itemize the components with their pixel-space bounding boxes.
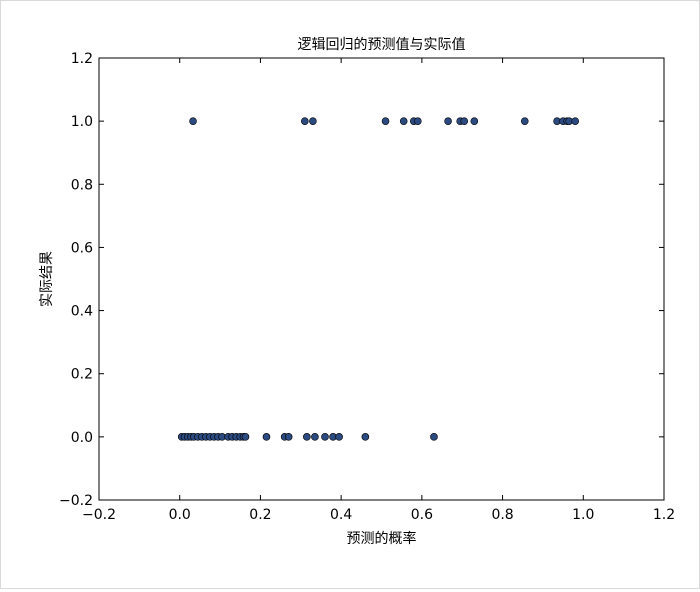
y-tick-label: 0.8 bbox=[71, 177, 93, 193]
x-tick-label: 0.8 bbox=[491, 507, 513, 523]
y-tick-label: −0.2 bbox=[59, 493, 93, 509]
data-point bbox=[520, 117, 529, 125]
data-point bbox=[321, 433, 329, 441]
chart-title: 逻辑回归的预测值与实际值 bbox=[298, 36, 466, 53]
data-point bbox=[381, 117, 390, 125]
x-tick-label: 0.0 bbox=[169, 507, 191, 523]
data-point bbox=[399, 117, 408, 125]
data-point bbox=[262, 433, 271, 441]
data-point bbox=[303, 433, 311, 441]
data-point bbox=[284, 433, 293, 441]
y-axis-label: 实际结果 bbox=[39, 251, 55, 307]
y-tick-label: 0.6 bbox=[71, 240, 93, 256]
y-tick-label: 1.0 bbox=[71, 114, 93, 130]
axis-ticks: −0.2 0.0 0.2 0.4 0.6 0.8 1.0 1.2 −0.2 0.0 0.2 0.4 0.… bbox=[59, 51, 675, 523]
y-tick-label: 1.2 bbox=[71, 51, 93, 67]
data-point bbox=[189, 117, 197, 125]
data-point bbox=[414, 117, 422, 125]
data-point bbox=[301, 117, 309, 125]
data-point bbox=[460, 117, 469, 125]
data-point bbox=[309, 117, 317, 125]
data-point bbox=[444, 117, 452, 125]
y-tick-label: 0.2 bbox=[71, 367, 93, 383]
x-tick-label: 1.0 bbox=[572, 507, 594, 523]
data-point bbox=[470, 117, 479, 125]
x-axis-label: 预测的概率 bbox=[347, 530, 417, 547]
data-point bbox=[571, 117, 580, 125]
data-point bbox=[241, 433, 250, 441]
x-tick-label: 0.4 bbox=[330, 507, 352, 523]
data-point bbox=[335, 433, 343, 441]
y-tick-label: 0.0 bbox=[71, 430, 93, 446]
data-point bbox=[361, 433, 370, 441]
data-points bbox=[177, 117, 580, 441]
x-tick-label: −0.2 bbox=[82, 507, 116, 523]
y-tick-label: 0.4 bbox=[71, 304, 93, 320]
data-point bbox=[311, 433, 319, 441]
plot-area bbox=[98, 57, 665, 501]
x-tick-label: 1.2 bbox=[653, 507, 675, 523]
x-tick-label: 0.6 bbox=[411, 507, 433, 523]
x-tick-label: 0.2 bbox=[249, 507, 271, 523]
data-point bbox=[430, 433, 438, 441]
